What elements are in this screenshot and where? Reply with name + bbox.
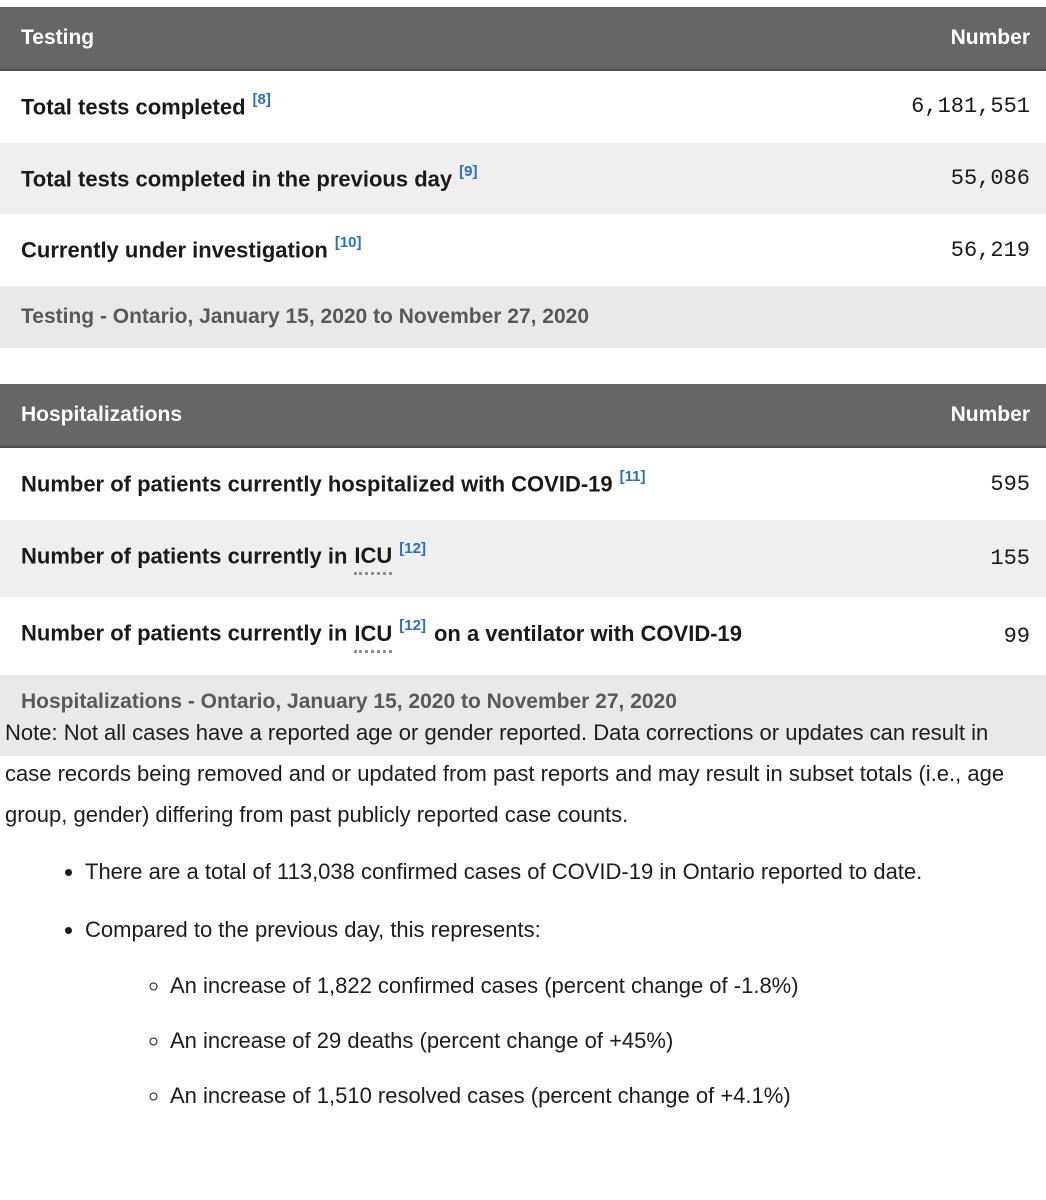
footnote-link-11[interactable]: [11] bbox=[619, 468, 646, 486]
hospitalizations-table: Hospitalizations Number Number of patien… bbox=[0, 384, 1046, 675]
hospitalizations-table-header-row: Hospitalizations Number bbox=[0, 384, 1046, 449]
table-spacer bbox=[0, 348, 1046, 385]
testing-number-column-header: Number bbox=[856, 7, 1046, 71]
sub-item-deaths-increase: An increase of 29 deaths (percent change… bbox=[170, 1020, 1016, 1061]
sub-item-confirmed-cases-increase: An increase of 1,822 confirmed cases (pe… bbox=[170, 965, 1016, 1006]
list-item-compared-previous-day: Compared to the previous day, this repre… bbox=[85, 909, 1016, 1116]
testing-table: Testing Number Total tests completed [8] … bbox=[0, 7, 1046, 287]
footnote-link-12[interactable]: [12] bbox=[399, 539, 426, 557]
row-label-tests-previous-day: Total tests completed in the previous da… bbox=[21, 162, 478, 192]
value-hospitalized: 595 bbox=[990, 471, 1030, 497]
table-row: Number of patients currently in ICU [12] on… bbox=[0, 597, 1046, 675]
sub-item-resolved-cases-increase: An increase of 1,510 resolved cases (per… bbox=[170, 1075, 1016, 1116]
daily-change-sub-list: An increase of 1,822 confirmed cases (pe… bbox=[85, 965, 1016, 1116]
row-label-icu: Number of patients currently in ICU [12] bbox=[0, 520, 856, 597]
value-total-tests: 6,181,551 bbox=[911, 94, 1030, 120]
hospitalizations-table-title: Hospitalizations bbox=[0, 384, 856, 449]
footnote-link-9[interactable]: [9] bbox=[459, 162, 478, 180]
top-spacer bbox=[0, 0, 1046, 7]
row-label-icu-ventilator: Number of patients currently in ICU [12] on… bbox=[0, 597, 856, 674]
hospitalizations-table-caption: Hospitalizations - Ontario, January 15, … bbox=[0, 674, 1046, 756]
table-row: Total tests completed in the previous da… bbox=[0, 142, 1046, 215]
footnote-link-8[interactable]: [8] bbox=[252, 91, 271, 108]
testing-table-title: Testing bbox=[0, 7, 856, 71]
list-item-total-cases: There are a total of 113,038 confirmed c… bbox=[85, 851, 1016, 892]
hospitalizations-number-column-header: Number bbox=[856, 384, 1046, 449]
icu-abbreviation: ICU bbox=[354, 544, 393, 576]
testing-table-header-row: Testing Number bbox=[0, 7, 1046, 71]
table-row: Total tests completed [8] 6,181,551 bbox=[0, 70, 1046, 143]
footnote-link-12[interactable]: [12] bbox=[399, 617, 426, 635]
value-under-investigation: 56,219 bbox=[950, 237, 1030, 263]
summary-list: There are a total of 113,038 confirmed c… bbox=[0, 851, 1046, 1116]
table-row: Number of patients currently in ICU [12] 1… bbox=[0, 519, 1046, 598]
value-icu: 155 bbox=[990, 546, 1030, 572]
icu-abbreviation: ICU bbox=[354, 622, 393, 653]
testing-table-caption: Testing - Ontario, January 15, 2020 to N… bbox=[0, 286, 1046, 349]
row-label-under-investigation: Currently under investigation [10] bbox=[21, 234, 362, 263]
value-tests-previous-day: 55,086 bbox=[950, 166, 1030, 192]
footnote-link-10[interactable]: [10] bbox=[334, 234, 362, 252]
row-label-hospitalized: Number of patients currently hospitalize… bbox=[21, 468, 646, 497]
row-label-total-tests: Total tests completed [8] bbox=[21, 91, 271, 120]
value-icu-ventilator: 99 bbox=[1003, 623, 1030, 649]
table-row: Number of patients currently hospitalize… bbox=[0, 447, 1046, 520]
data-note-paragraph: Note: Not all cases have a reported age … bbox=[5, 719, 1005, 827]
table-row: Currently under investigation [10] 56,219 bbox=[0, 214, 1046, 287]
